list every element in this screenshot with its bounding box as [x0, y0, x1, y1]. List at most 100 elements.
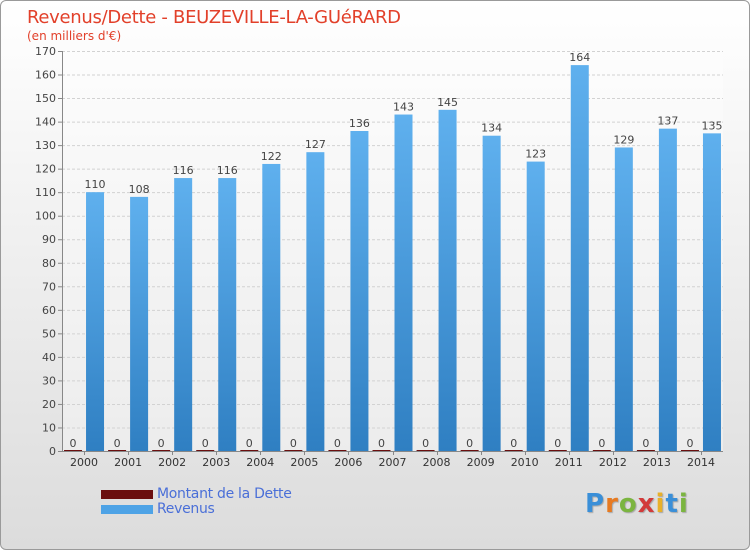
data-label-dette: 0 — [158, 437, 165, 450]
data-label-revenus: 145 — [437, 96, 458, 109]
data-label-dette: 0 — [378, 437, 385, 450]
data-label-revenus: 143 — [393, 101, 414, 114]
bar-dette — [548, 450, 567, 451]
data-label-revenus: 116 — [173, 164, 194, 177]
bar-revenus — [570, 65, 589, 451]
bar-revenus — [658, 128, 677, 451]
data-label-revenus: 127 — [305, 138, 326, 151]
logo-letter: o — [618, 489, 638, 519]
data-label-revenus: 110 — [85, 178, 106, 191]
y-tick-label: 20 — [42, 398, 56, 411]
x-tick-label: 2014 — [687, 456, 715, 469]
proxiti-logo: Proxiti — [585, 489, 689, 519]
data-label-dette: 0 — [202, 437, 209, 450]
data-label-revenus: 136 — [349, 117, 370, 130]
bar-revenus — [350, 131, 369, 451]
bar-dette — [284, 450, 303, 451]
bar-revenus — [526, 161, 545, 451]
y-tick-label: 50 — [42, 327, 56, 340]
bar-revenus — [306, 152, 325, 452]
legend-label-revenus: Revenus — [157, 501, 215, 517]
data-label-dette: 0 — [466, 437, 473, 450]
data-label-revenus: 137 — [657, 115, 678, 128]
y-tick-label: 90 — [42, 233, 56, 246]
logo-letter: i — [655, 489, 666, 519]
bar-revenus — [482, 135, 501, 452]
bar-dette — [460, 450, 479, 451]
x-tick-label: 2001 — [114, 456, 142, 469]
data-label-dette: 0 — [114, 437, 121, 450]
bar-dette — [196, 450, 215, 451]
data-label-revenus: 108 — [129, 183, 150, 196]
x-tick-label: 2010 — [511, 456, 539, 469]
bar-revenus — [438, 109, 457, 451]
x-tick-label: 2011 — [555, 456, 583, 469]
bar-dette — [680, 450, 699, 451]
x-tick-label: 2007 — [379, 456, 407, 469]
bar-revenus — [262, 163, 281, 452]
data-label-revenus: 134 — [481, 122, 502, 135]
bar-revenus — [174, 178, 193, 451]
data-label-dette: 0 — [290, 437, 297, 450]
bar-dette — [372, 450, 391, 451]
y-tick-label: 140 — [35, 116, 56, 129]
y-tick-label: 30 — [42, 374, 56, 387]
legend-swatch-dette — [101, 490, 153, 499]
y-tick-label: 160 — [35, 69, 56, 82]
chart-subtitle: (en milliers d'€) — [27, 29, 122, 43]
x-tick-label: 2000 — [70, 456, 98, 469]
plot-area — [62, 51, 723, 451]
bar-dette — [64, 450, 83, 451]
bar-dette — [636, 450, 655, 451]
bar-dette — [240, 450, 259, 451]
data-label-dette: 0 — [422, 437, 429, 450]
x-tick-label: 2008 — [423, 456, 451, 469]
bar-revenus — [130, 196, 149, 451]
data-label-revenus: 129 — [613, 133, 634, 146]
logo-letter: i — [678, 489, 689, 519]
y-tick-label: 150 — [35, 92, 56, 105]
bar-dette — [152, 450, 171, 451]
y-tick-label: 80 — [42, 257, 56, 270]
bar-revenus — [86, 192, 105, 452]
data-label-dette: 0 — [554, 437, 561, 450]
bar-revenus — [218, 178, 237, 451]
bar-revenus — [614, 147, 633, 451]
x-tick-label: 2004 — [246, 456, 274, 469]
x-tick-label: 2009 — [467, 456, 495, 469]
data-label-dette: 0 — [334, 437, 341, 450]
x-tick-label: 2002 — [158, 456, 186, 469]
logo-letter: r — [605, 489, 619, 519]
y-tick-label: 40 — [42, 351, 56, 364]
x-tick-label: 2006 — [334, 456, 362, 469]
data-label-dette: 0 — [686, 437, 693, 450]
y-tick-label: 130 — [35, 139, 56, 152]
data-label-revenus: 164 — [569, 51, 590, 64]
data-label-revenus: 122 — [261, 150, 282, 163]
data-label-revenus: 116 — [217, 164, 238, 177]
data-label-dette: 0 — [642, 437, 649, 450]
data-label-dette: 0 — [70, 437, 77, 450]
y-tick-label: 10 — [42, 421, 56, 434]
bar-dette — [328, 450, 347, 451]
data-label-dette: 0 — [510, 437, 517, 450]
data-label-dette: 0 — [598, 437, 605, 450]
legend-swatch-revenus — [101, 505, 153, 514]
y-tick-label: 100 — [35, 210, 56, 223]
y-tick-label: 170 — [35, 45, 56, 58]
chart-title: Revenus/Dette - BEUZEVILLE-LA-GUéRARD — [27, 7, 401, 28]
y-tick-label: 60 — [42, 304, 56, 317]
legend-label-dette: Montant de la Dette — [157, 486, 292, 502]
x-tick-label: 2012 — [599, 456, 627, 469]
bar-revenus — [702, 133, 721, 451]
data-label-dette: 0 — [246, 437, 253, 450]
data-label-revenus: 135 — [701, 119, 722, 132]
y-tick-label: 70 — [42, 280, 56, 293]
x-tick-label: 2005 — [290, 456, 318, 469]
logo-letter: P — [585, 489, 606, 519]
bar-dette — [592, 450, 611, 451]
x-tick-label: 2013 — [643, 456, 671, 469]
x-tick-label: 2003 — [202, 456, 230, 469]
logo-letter: x — [637, 489, 656, 519]
